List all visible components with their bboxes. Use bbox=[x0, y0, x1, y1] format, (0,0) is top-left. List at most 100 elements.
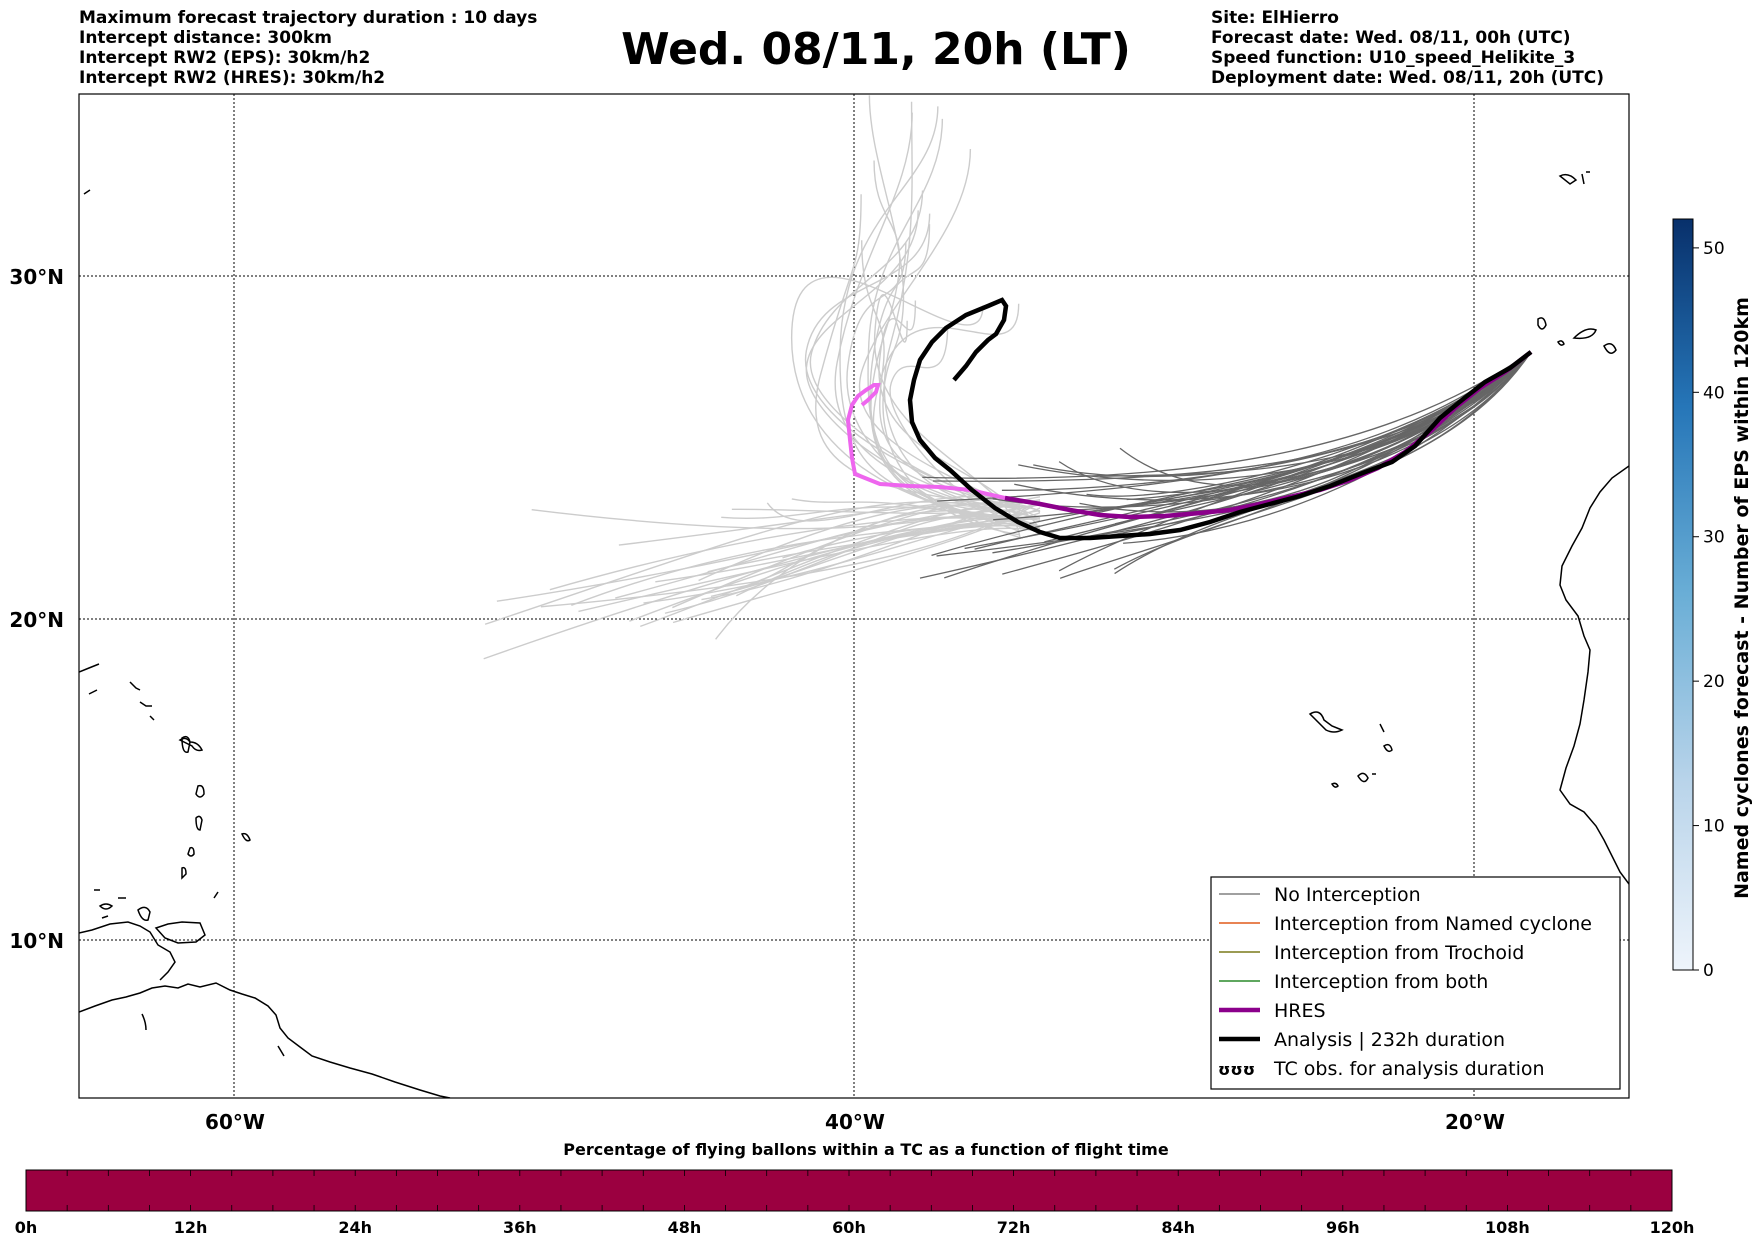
legend-symbol-tc-obs: ʊʊʊ bbox=[1218, 1060, 1255, 1079]
bottom-colorbar-tick-label: 96h bbox=[1326, 1218, 1360, 1237]
legend-label: HRES bbox=[1274, 1000, 1326, 1022]
map-legend: No Interception Interception from Named c… bbox=[1210, 876, 1621, 1090]
bottom-colorbar-tick-label: 48h bbox=[668, 1218, 702, 1237]
intercept-distance-text: Intercept distance: 300km bbox=[79, 28, 332, 48]
bottom-colorbar-tick-label: 24h bbox=[338, 1218, 372, 1237]
latitude-labels: 30°N 20°N 10°N bbox=[9, 265, 64, 953]
cape-verde-1 bbox=[1308, 711, 1344, 733]
south-america-coast bbox=[79, 982, 451, 1098]
canary-island-3 bbox=[1603, 343, 1617, 354]
antilles-14 bbox=[141, 1013, 285, 1057]
legend-label: No Interception bbox=[1274, 884, 1421, 906]
venezuela-coast bbox=[79, 921, 176, 981]
eps-trajectory-light bbox=[878, 300, 1021, 529]
antilles-11 bbox=[98, 903, 114, 910]
bottom-colorbar-title: Percentage of flying ballons within a TC… bbox=[563, 1140, 1169, 1159]
antilles-12 bbox=[213, 891, 219, 899]
right-colorbar-tick-label: 0 bbox=[1703, 961, 1714, 981]
right-colorbar-tick-label: 40 bbox=[1703, 383, 1725, 403]
lat-label-30n: 30°N bbox=[9, 265, 64, 289]
lat-label-20n: 20°N bbox=[9, 608, 64, 632]
legend-box bbox=[1210, 876, 1621, 1090]
coastlines bbox=[79, 171, 1629, 1098]
right-colorbar-tick-label: 50 bbox=[1703, 239, 1725, 259]
antilles-8 bbox=[79, 663, 100, 695]
header-right-info: Site: ElHierro Forecast date: Wed. 08/11… bbox=[1211, 8, 1604, 88]
eps-trajectory-light bbox=[859, 148, 1021, 511]
antilles-13 bbox=[94, 889, 126, 919]
bottom-colorbar-tick-label: 108h bbox=[1485, 1218, 1530, 1237]
analysis-trajectory bbox=[907, 297, 1533, 541]
bottom-colorbar-tick-label: 36h bbox=[503, 1218, 537, 1237]
bottom-colorbar-tick-label: 120h bbox=[1650, 1218, 1695, 1237]
bottom-colorbar-tick-label: 60h bbox=[832, 1218, 866, 1237]
bottom-colorbar-tick-label: 72h bbox=[997, 1218, 1031, 1237]
bottom-colorbar-tick-label: 0h bbox=[15, 1218, 38, 1237]
eps-trajectory-light bbox=[701, 496, 1041, 601]
canary-island-2 bbox=[1572, 328, 1597, 340]
legend-label: Interception from Trochoid bbox=[1274, 942, 1524, 964]
eps-trajectory-light bbox=[834, 112, 1021, 518]
antilles-3 bbox=[195, 815, 203, 831]
antilles-2 bbox=[195, 784, 205, 798]
right-colorbar-tick-label: 10 bbox=[1703, 817, 1725, 837]
lat-label-10n: 10°N bbox=[9, 929, 64, 953]
eps-trajectory-light bbox=[846, 242, 1021, 539]
antilles-4 bbox=[187, 846, 195, 857]
eps-trajectory-light bbox=[549, 515, 1041, 591]
eps-trajectory-light bbox=[731, 503, 1041, 515]
bottom-colorbar-tick-label: 84h bbox=[1161, 1218, 1195, 1237]
bermuda-like bbox=[83, 189, 91, 195]
legend-label: TC obs. for analysis duration bbox=[1273, 1058, 1545, 1080]
cape-verde-2 bbox=[1379, 723, 1385, 733]
eps-trajectory-light bbox=[782, 524, 1041, 559]
bottom-colorbar-tick-label: 12h bbox=[174, 1218, 208, 1237]
eps-trajectories-light bbox=[483, 95, 1041, 660]
lon-label-60w: 60°W bbox=[205, 1110, 265, 1134]
cape-verde-3 bbox=[1383, 743, 1393, 753]
eps-trajectory-light bbox=[869, 224, 1021, 522]
cape-verde-4 bbox=[1357, 772, 1369, 783]
eps-trajectory-light bbox=[578, 527, 1041, 613]
right-colorbar: 0 10 20 30 40 50 Named cyclones forecast - Nu… bbox=[1672, 218, 1752, 981]
antilles-1 bbox=[181, 735, 191, 753]
antilles-7 bbox=[240, 832, 251, 842]
site-text: Site: ElHierro bbox=[1211, 8, 1339, 28]
eps-trajectory-dark bbox=[1029, 351, 1532, 525]
antilles-9 bbox=[129, 681, 155, 721]
canary-island-4 bbox=[1557, 340, 1565, 346]
trinidad-coast bbox=[154, 921, 206, 944]
eps-trajectory-dark bbox=[1123, 351, 1532, 544]
bottom-colorbar-bar bbox=[25, 1169, 1673, 1212]
legend-label: Interception from both bbox=[1274, 971, 1488, 993]
longitude-labels: 60°W 40°W 20°W bbox=[205, 1110, 1505, 1134]
page-title: Wed. 08/11, 20h (LT) bbox=[621, 24, 1131, 75]
canary-island-1 bbox=[1537, 317, 1547, 330]
antilles-10 bbox=[137, 906, 151, 922]
lon-label-20w: 20°W bbox=[1445, 1110, 1505, 1134]
africa-coast bbox=[1559, 465, 1629, 885]
legend-label: Interception from Named cyclone bbox=[1274, 913, 1592, 935]
right-colorbar-tick-label: 30 bbox=[1703, 528, 1725, 548]
eps-trajectory-dark bbox=[922, 351, 1532, 479]
right-colorbar-gradient bbox=[1672, 218, 1694, 971]
max-duration-text: Maximum forecast trajectory duration : 1… bbox=[79, 8, 538, 28]
legend-label: Analysis | 232h duration bbox=[1274, 1029, 1505, 1051]
madeira-island bbox=[1558, 171, 1590, 185]
eps-trajectory-light bbox=[867, 118, 1021, 512]
eps-trajectory-light bbox=[883, 101, 1021, 506]
right-colorbar-label: Named cyclones forecast - Number of EPS … bbox=[1731, 297, 1752, 899]
speed-function-text: Speed function: U10_speed_Helikite_3 bbox=[1211, 48, 1576, 68]
lon-label-40w: 40°W bbox=[825, 1110, 885, 1134]
cape-verde-5 bbox=[1330, 782, 1339, 788]
forecast-date-text: Forecast date: Wed. 08/11, 00h (UTC) bbox=[1211, 28, 1571, 48]
header-left-info: Maximum forecast trajectory duration : 1… bbox=[79, 8, 537, 88]
deployment-date-text: Deployment date: Wed. 08/11, 20h (UTC) bbox=[1211, 68, 1605, 88]
eps-trajectory-light bbox=[715, 503, 1041, 640]
eps-trajectory-light bbox=[531, 499, 1041, 530]
right-colorbar-tick-label: 20 bbox=[1703, 672, 1725, 692]
antilles-5 bbox=[181, 866, 187, 880]
intercept-eps-text: Intercept RW2 (EPS): 30km/h2 bbox=[79, 48, 371, 68]
bottom-colorbar: Percentage of flying ballons within a TC… bbox=[15, 1140, 1695, 1237]
